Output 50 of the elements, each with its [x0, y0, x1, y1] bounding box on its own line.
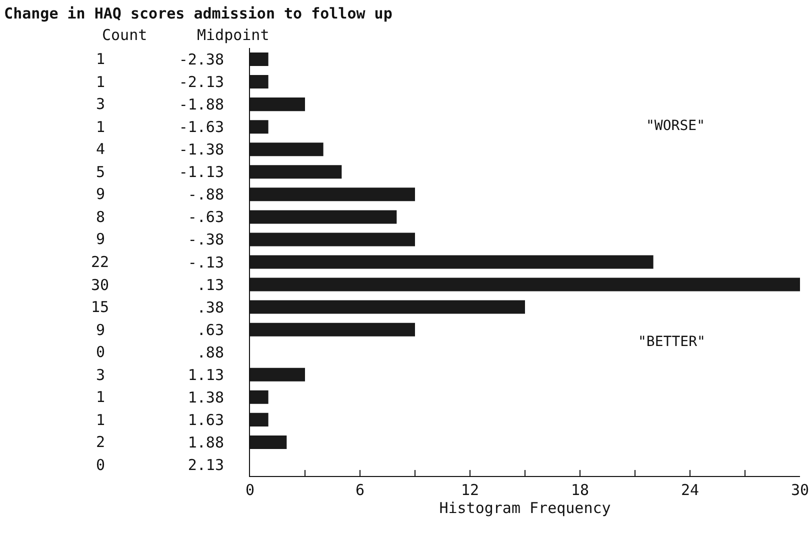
data-label: 22 — [91, 253, 110, 271]
x-tick-label: 6 — [355, 481, 365, 499]
data-label: 1 — [96, 73, 106, 91]
y-axis-title: Midpoint — [197, 26, 270, 44]
data-label: 3 — [96, 95, 106, 113]
data-label: 1 — [96, 118, 106, 136]
data-label: 5 — [96, 163, 106, 181]
y-tick-label: 2.13 — [188, 456, 224, 474]
data-label: 0 — [96, 456, 106, 474]
y-tick-label: -1.63 — [178, 118, 224, 136]
x-tick-label: 0 — [245, 481, 255, 499]
x-tick-label: 18 — [570, 481, 590, 499]
data-label: 3 — [96, 366, 106, 384]
data-label: 1 — [96, 411, 106, 429]
y-tick-label: -1.88 — [178, 96, 224, 114]
x-tick-label: 30 — [790, 481, 810, 499]
data-label: 30 — [91, 276, 110, 294]
annotation: "WORSE" — [646, 118, 706, 134]
data-label: 1 — [96, 50, 106, 68]
y-tick-label: 1.13 — [188, 366, 224, 384]
y-tick-label: -.13 — [188, 253, 224, 272]
x-tick-label: 24 — [680, 481, 700, 499]
data-label: 4 — [96, 140, 106, 158]
y-tick-label: 1.38 — [188, 388, 224, 406]
y-tick-label: 1.88 — [188, 433, 224, 452]
y-tick-label: .88 — [196, 343, 224, 362]
chart-title: Change in HAQ scores admission to follow up — [4, 4, 392, 23]
text: Count — [102, 26, 148, 44]
y-tick-label: 1.63 — [188, 410, 224, 429]
y-tick-label: .63 — [196, 320, 224, 339]
data-label: 9 — [96, 230, 106, 248]
y-tick-label: -1.13 — [178, 163, 224, 182]
y-tick-label: -.88 — [188, 186, 224, 204]
x-axis-title: Histogram Frequency — [439, 499, 611, 517]
y-tick-label: -.63 — [188, 208, 224, 226]
y-tick-label: .13 — [196, 276, 224, 294]
x-tick-label: 12 — [460, 481, 480, 499]
data-label: 9 — [96, 321, 106, 339]
data-label: 0 — [96, 343, 106, 361]
data-label: 8 — [96, 208, 106, 226]
y-tick-label: -1.38 — [178, 140, 224, 159]
data-label: 2 — [96, 433, 106, 451]
data-label: 9 — [96, 185, 106, 203]
data-label: 1 — [96, 388, 106, 406]
y-tick-label: -.38 — [188, 230, 224, 249]
y-tick-label: -2.13 — [178, 73, 224, 92]
annotation: "BETTER" — [638, 334, 706, 350]
y-tick-label: .38 — [196, 298, 224, 316]
y-tick-label: -2.38 — [178, 50, 224, 69]
data-label: 15 — [91, 298, 110, 316]
